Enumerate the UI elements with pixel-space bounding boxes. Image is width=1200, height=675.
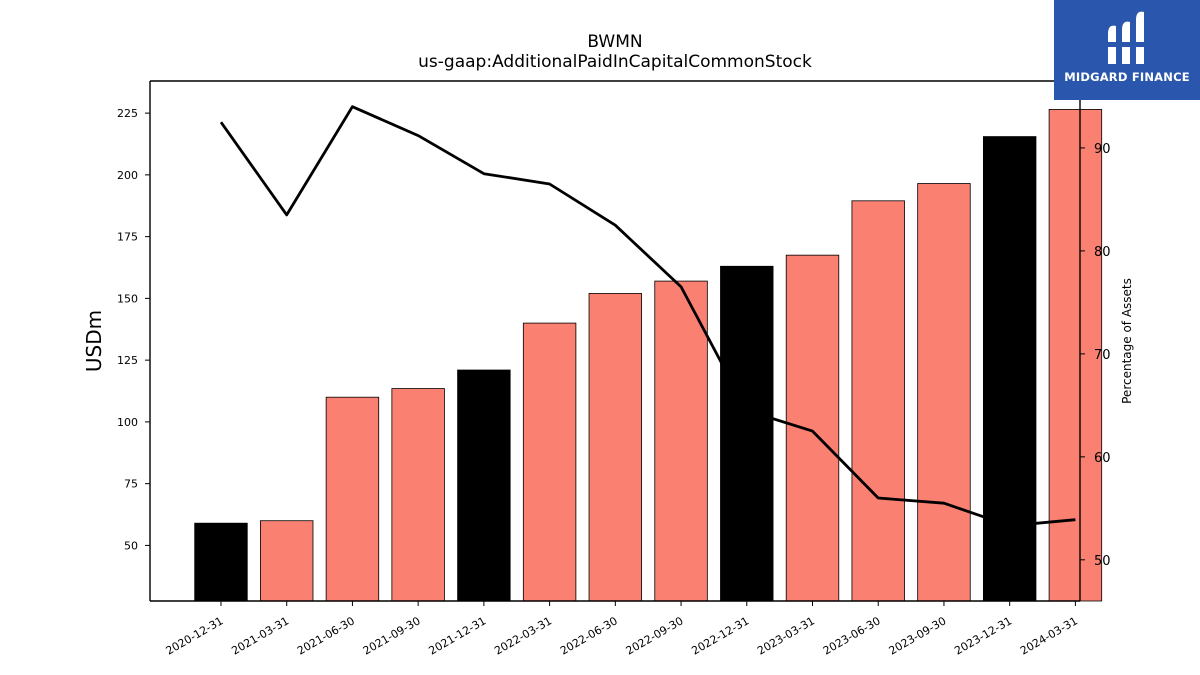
y2-tick-label: 70	[1094, 348, 1111, 363]
x-tick-label: 2022-12-31	[689, 614, 751, 657]
x-tick-label: 2022-06-30	[558, 614, 620, 657]
bar	[391, 388, 445, 602]
bar	[1048, 109, 1103, 602]
bar	[851, 200, 905, 602]
y2-axis-label: Percentage of Assets	[1120, 278, 1134, 404]
chart-subtitle: us-gaap:AdditionalPaidInCapitalCommonSto…	[418, 52, 812, 72]
y-tick-label: 100	[117, 416, 138, 429]
x-tick-label: 2021-03-31	[229, 614, 291, 657]
bar	[588, 293, 643, 602]
y2-tick-label: 50	[1094, 554, 1111, 569]
x-tick-label: 2021-09-30	[361, 614, 423, 657]
chart-title: BWMN	[587, 32, 643, 52]
x-tick-label: 2021-12-31	[427, 614, 489, 657]
brand-logo: MIDGARD FINANCE	[1054, 0, 1200, 100]
bar	[917, 183, 971, 602]
bar	[720, 265, 774, 602]
y-tick-label: 200	[117, 169, 138, 182]
x-tick-label: 2021-06-30	[295, 614, 357, 657]
bar	[785, 254, 840, 602]
x-tick-label: 2023-12-31	[952, 614, 1014, 657]
bar	[325, 396, 380, 602]
x-tick-label: 2024-03-31	[1018, 614, 1080, 657]
logo-mark-icon	[1108, 11, 1144, 64]
line-series	[219, 105, 1076, 528]
x-tick-label: 2023-06-30	[821, 614, 883, 657]
x-tick-label: 2023-03-31	[755, 614, 817, 657]
bar	[194, 522, 248, 602]
bar	[522, 322, 577, 602]
bar	[260, 520, 314, 602]
y2-tick-label: 60	[1094, 451, 1111, 466]
bar	[654, 280, 708, 602]
x-tick-label: 2022-09-30	[624, 614, 686, 657]
bar	[982, 136, 1037, 602]
bar	[457, 369, 511, 602]
y-tick-label: 150	[117, 292, 138, 305]
y-tick-label: 75	[124, 478, 138, 491]
y-tick-label: 225	[117, 107, 138, 120]
logo-text: MIDGARD FINANCE	[1064, 70, 1190, 84]
x-tick-label: 2020-12-31	[164, 614, 226, 657]
y-tick-label: 125	[117, 354, 138, 367]
y-tick-label: 50	[124, 539, 138, 552]
y2-tick-label: 90	[1094, 142, 1111, 157]
y-tick-label: 175	[117, 231, 138, 244]
y2-tick-label: 80	[1094, 245, 1111, 260]
y-axis-label: USDm	[82, 310, 106, 372]
x-tick-label: 2023-09-30	[887, 614, 949, 657]
x-tick-label: 2022-03-31	[492, 614, 554, 657]
